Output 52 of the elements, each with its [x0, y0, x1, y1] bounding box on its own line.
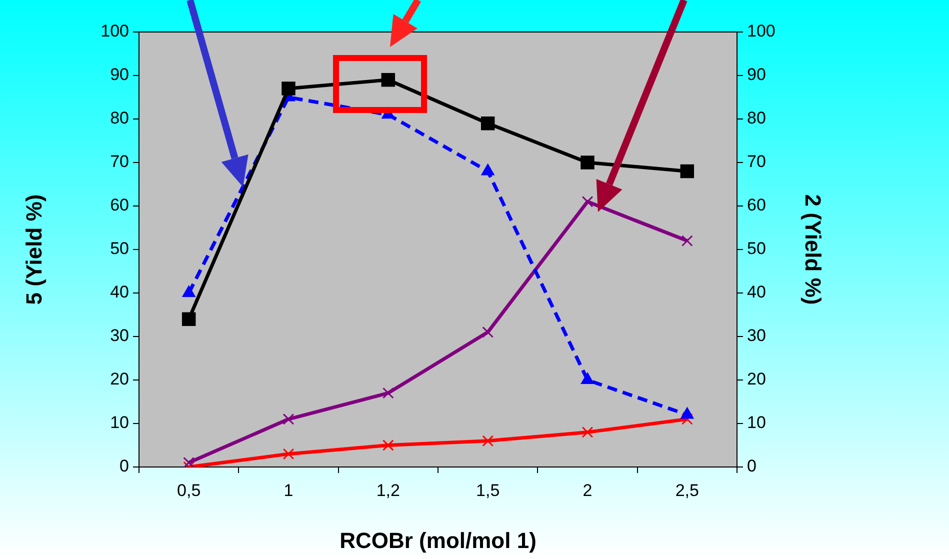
y-tick-label: 20	[110, 370, 129, 389]
y2-tick-label: 90	[747, 65, 766, 84]
point	[182, 312, 196, 326]
point	[282, 448, 294, 460]
y2-tick-label: 60	[747, 196, 766, 215]
y2-tick-label: 80	[747, 108, 766, 128]
y-tick-label: 40	[110, 282, 129, 302]
point	[382, 440, 394, 451]
x-tick-label: 1,5	[476, 480, 500, 500]
point	[282, 82, 296, 96]
y-tick-label: 60	[110, 196, 129, 215]
x-tick-label: 1	[284, 480, 294, 500]
y-axis-title: 5 (Yield %)	[21, 194, 46, 305]
x-tick-label: 1,2	[376, 480, 400, 500]
y2-tick-label: 30	[747, 326, 766, 346]
point	[183, 456, 195, 467]
point	[282, 413, 294, 425]
x-axis-title: RCOBr (mol/mol 1)	[340, 528, 536, 553]
point	[681, 235, 693, 246]
y2-tick-label: 20	[747, 370, 766, 389]
y-tick-label: 10	[110, 413, 129, 432]
point	[482, 435, 494, 447]
point	[680, 164, 694, 178]
y2-tick-label: 10	[747, 413, 766, 432]
y2-tick-label: 50	[747, 239, 766, 258]
y-tick-label: 90	[110, 65, 129, 84]
y-tick-label: 30	[110, 326, 129, 346]
point	[580, 372, 594, 384]
point	[680, 407, 694, 419]
y-tick-label: 50	[110, 239, 129, 258]
point	[482, 326, 494, 338]
y2-axis-title: 2 (Yield %)	[800, 194, 826, 305]
point	[480, 116, 495, 130]
y-tick-label: 100	[100, 22, 129, 41]
y2-tick-label: 70	[747, 152, 766, 172]
point	[481, 164, 494, 176]
y2-tick-label: 100	[747, 22, 776, 41]
x-tick-label: 0,5	[177, 480, 201, 500]
x-tick-label: 2	[582, 480, 592, 500]
y2-tick-label: 40	[747, 282, 766, 302]
point	[580, 156, 594, 170]
y-tick-label: 70	[110, 152, 129, 172]
point	[182, 286, 196, 297]
point	[681, 413, 693, 425]
y-tick-label: 80	[110, 108, 129, 128]
point	[381, 72, 396, 87]
point	[582, 426, 594, 438]
x-tick-label: 2,5	[675, 480, 699, 500]
point	[582, 196, 594, 208]
y-tick-label: 0	[120, 456, 129, 476]
point	[382, 387, 394, 399]
y2-tick-label: 0	[747, 456, 756, 476]
